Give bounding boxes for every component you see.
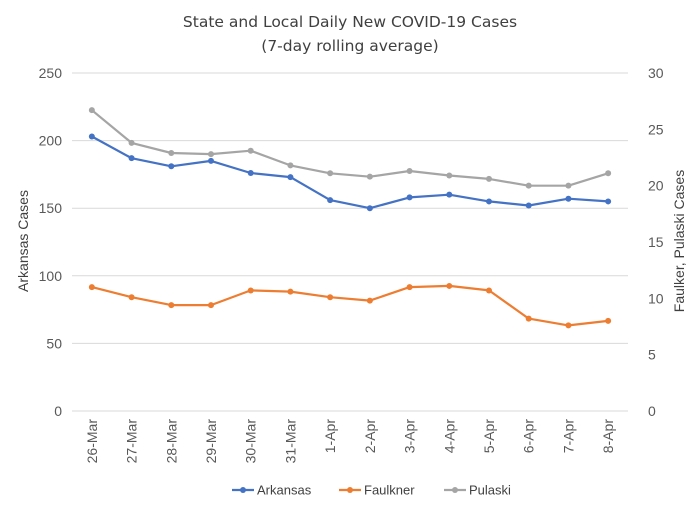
y-axis-label: Arkansas Cases xyxy=(15,190,31,292)
legend-label-arkansas: Arkansas xyxy=(257,483,312,498)
data-point-pulaski xyxy=(525,182,532,189)
x-tick-label: 27-Mar xyxy=(124,419,140,464)
data-point-pulaski xyxy=(486,175,492,182)
legend: Arkansas Faulkner Pulaski xyxy=(232,483,511,498)
data-point-faulkner xyxy=(446,282,453,289)
data-point-arkansas xyxy=(525,202,532,209)
y-tick-label: 200 xyxy=(39,133,63,149)
x-tick-label: 8-Apr xyxy=(600,419,616,454)
y2-tick-label: 25 xyxy=(648,121,664,137)
data-point-faulkner xyxy=(605,317,612,324)
data-point-faulkner xyxy=(486,287,492,294)
data-point-arkansas xyxy=(88,133,95,140)
data-point-faulkner xyxy=(366,297,373,304)
data-point-arkansas xyxy=(208,157,214,164)
y2-tick-label: 5 xyxy=(648,347,656,363)
x-tick-label: 2-Apr xyxy=(362,419,378,454)
x-tick-label: 26-Mar xyxy=(84,419,100,464)
series-group xyxy=(88,107,612,329)
y2-axis-ticks: 0 5 10 15 20 25 30 xyxy=(648,65,664,419)
legend-label-pulaski: Pulaski xyxy=(469,483,511,498)
series-line-faulkner xyxy=(91,284,609,327)
data-point-pulaski xyxy=(88,107,95,114)
x-tick-label: 6-Apr xyxy=(521,419,537,454)
data-point-pulaski xyxy=(565,182,572,189)
data-point-arkansas xyxy=(327,197,334,204)
x-tick-label: 28-Mar xyxy=(163,419,179,464)
x-tick-label: 30-Mar xyxy=(243,419,259,464)
chart-subtitle: (7-day rolling average) xyxy=(261,37,438,55)
legend-marker-pulaski xyxy=(452,487,458,493)
data-point-arkansas xyxy=(168,163,175,170)
y-tick-label: 250 xyxy=(39,65,63,81)
data-point-pulaski xyxy=(208,151,214,158)
y2-tick-label: 0 xyxy=(648,403,656,419)
x-tick-label: 5-Apr xyxy=(481,419,497,454)
legend-marker-arkansas xyxy=(240,487,246,493)
data-point-arkansas xyxy=(247,170,254,177)
data-point-faulkner xyxy=(168,302,175,309)
data-point-faulkner xyxy=(208,302,214,309)
data-point-arkansas xyxy=(406,194,413,201)
data-point-pulaski xyxy=(446,172,453,179)
y2-axis-label: Faulker, Pulaski Cases xyxy=(671,170,687,312)
y2-tick-label: 30 xyxy=(648,65,664,81)
data-point-pulaski xyxy=(287,162,294,169)
data-point-faulkner xyxy=(287,288,294,295)
gridlines xyxy=(72,72,628,412)
data-point-pulaski xyxy=(327,170,334,177)
y2-tick-label: 20 xyxy=(648,178,664,194)
data-point-pulaski xyxy=(168,149,175,156)
data-point-pulaski xyxy=(128,139,135,146)
data-point-arkansas xyxy=(287,174,294,181)
x-tick-label: 4-Apr xyxy=(441,419,457,454)
x-tick-label: 29-Mar xyxy=(203,419,219,464)
y2-tick-label: 10 xyxy=(648,290,664,306)
y-tick-label: 150 xyxy=(39,200,63,216)
y-tick-label: 50 xyxy=(46,335,62,351)
y-axis-ticks: 0 50 100 150 200 250 xyxy=(39,65,63,419)
series-line-pulaski xyxy=(91,109,609,187)
x-tick-label: 3-Apr xyxy=(402,419,418,454)
y-tick-label: 100 xyxy=(39,268,63,284)
data-point-pulaski xyxy=(605,170,612,177)
y-tick-label: 0 xyxy=(54,403,62,419)
data-point-arkansas xyxy=(366,205,373,212)
x-tick-label: 7-Apr xyxy=(560,419,576,454)
y2-tick-label: 15 xyxy=(648,234,664,250)
data-point-faulkner xyxy=(88,284,95,291)
data-point-faulkner xyxy=(406,284,413,291)
legend-label-faulkner: Faulkner xyxy=(364,483,415,498)
x-axis-ticks: 26-Mar 27-Mar 28-Mar 29-Mar 30-Mar 31-Mar 1-Ap… xyxy=(84,419,616,464)
data-point-arkansas xyxy=(565,195,572,202)
x-tick-label: 31-Mar xyxy=(282,419,298,464)
data-point-pulaski xyxy=(247,147,254,154)
data-point-pulaski xyxy=(366,173,373,180)
data-point-arkansas xyxy=(605,198,612,205)
data-point-faulkner xyxy=(247,287,254,294)
data-point-pulaski xyxy=(406,168,413,175)
series-line-arkansas xyxy=(91,135,609,210)
chart-title: State and Local Daily New COVID-19 Cases xyxy=(183,13,517,31)
data-point-faulkner xyxy=(525,315,532,322)
legend-marker-faulkner xyxy=(347,487,353,493)
x-tick-label: 1-Apr xyxy=(322,419,338,454)
data-point-faulkner xyxy=(565,322,572,329)
data-point-faulkner xyxy=(128,294,135,301)
data-point-arkansas xyxy=(128,155,135,162)
data-point-arkansas xyxy=(446,191,453,198)
data-point-arkansas xyxy=(486,198,492,205)
data-point-faulkner xyxy=(327,294,334,301)
